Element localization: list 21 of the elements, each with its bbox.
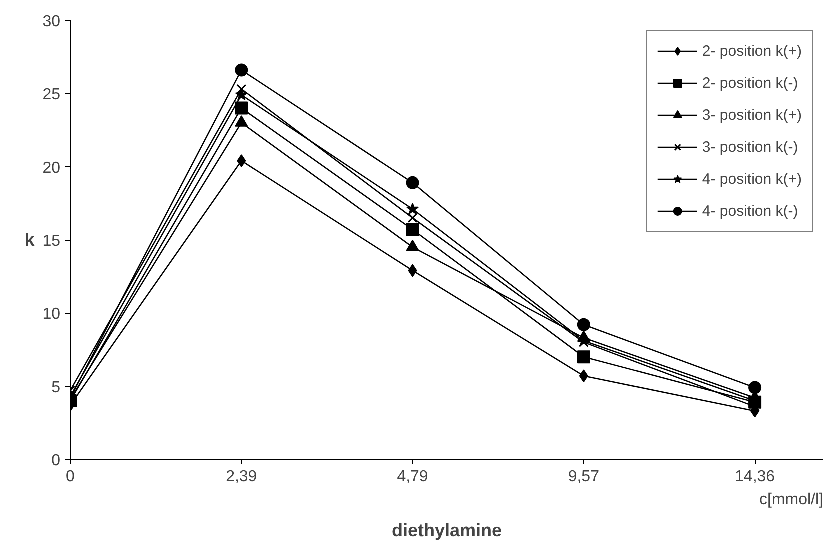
y-tick-label: 25 xyxy=(42,86,61,104)
legend-label: 3- position k(-) xyxy=(702,138,798,156)
y-tick-label: 30 xyxy=(42,14,61,30)
legend-label: 3- position k(+) xyxy=(702,106,802,124)
legend-label: 2- position k(+) xyxy=(702,42,802,60)
y-tick-label: 10 xyxy=(42,306,61,324)
x-tick-label: 4,79 xyxy=(397,468,428,486)
text: c[mmol/l] xyxy=(760,492,824,508)
y-tick-label: 0 xyxy=(52,452,61,470)
legend-label: 2- position k(-) xyxy=(702,74,798,92)
x-tick-label: 9,57 xyxy=(568,468,600,486)
x-tick-label: 0 xyxy=(66,468,76,486)
legend-label: 4- position k(-) xyxy=(702,202,798,220)
y-tick-label: 20 xyxy=(42,160,61,177)
y-tick-label: 5 xyxy=(52,379,61,396)
x-tick-label: 2,39 xyxy=(226,468,258,486)
x-tick-label: 14,36 xyxy=(735,468,776,486)
x-axis-title: diethylamine xyxy=(392,520,502,540)
y-tick-label: 15 xyxy=(42,233,61,250)
legend-label: 4- position k(+) xyxy=(702,170,802,188)
y-axis-title: k xyxy=(24,230,36,250)
